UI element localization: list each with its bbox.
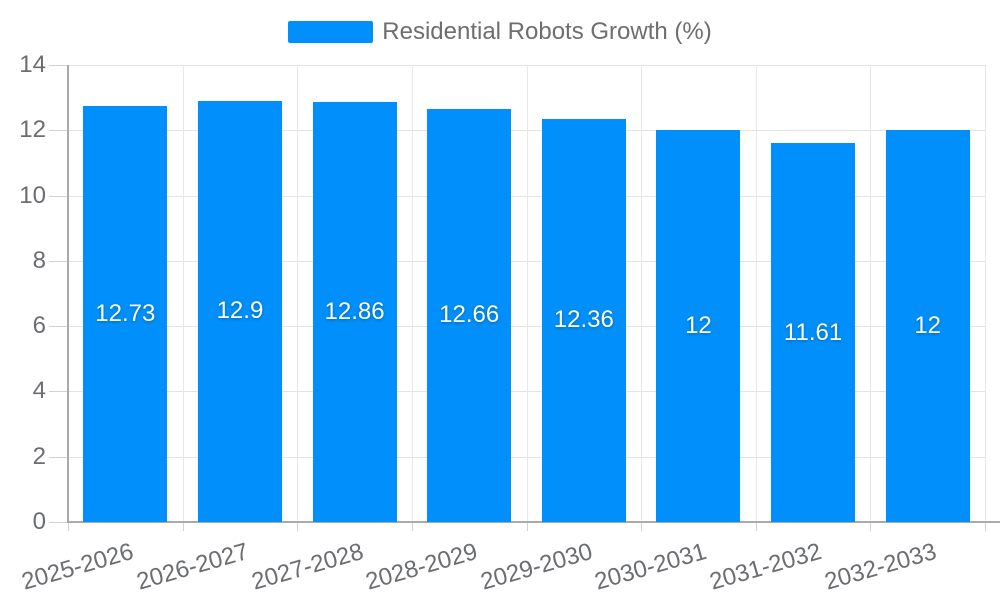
y-axis-tick bbox=[49, 130, 68, 132]
gridline-vertical bbox=[297, 65, 299, 522]
bar[interactable] bbox=[83, 106, 168, 522]
bar[interactable] bbox=[541, 118, 626, 522]
bar-value-label: 12.86 bbox=[324, 298, 385, 326]
x-axis-category-label: 2030-2031 bbox=[592, 538, 710, 596]
y-axis-tick-label: 2 bbox=[32, 442, 46, 470]
gridline-vertical bbox=[182, 65, 184, 522]
x-axis-tick bbox=[755, 522, 757, 531]
bar[interactable] bbox=[656, 130, 741, 522]
gridline-vertical bbox=[526, 65, 528, 522]
x-axis-tick bbox=[68, 522, 69, 531]
y-axis-tick bbox=[49, 456, 68, 458]
bar-value-label: 12 bbox=[685, 312, 712, 340]
y-axis-tick-label: 0 bbox=[32, 508, 46, 535]
y-axis-tick-label: 10 bbox=[19, 181, 46, 209]
gridline-vertical bbox=[870, 65, 872, 522]
y-axis-tick-label: 12 bbox=[19, 116, 46, 144]
y-axis-tick bbox=[49, 260, 68, 262]
y-axis-tick-label: 8 bbox=[32, 246, 46, 274]
x-axis-tick bbox=[641, 522, 643, 531]
bar-value-label: 12.66 bbox=[439, 301, 500, 329]
bar[interactable] bbox=[771, 143, 856, 522]
bar[interactable] bbox=[312, 102, 397, 522]
y-axis-tick bbox=[49, 391, 68, 393]
x-axis-category-label: 2028-2029 bbox=[362, 538, 481, 596]
y-axis-tick-label: 4 bbox=[32, 377, 46, 405]
gridline-vertical bbox=[641, 65, 643, 522]
y-axis-tick bbox=[49, 522, 68, 523]
y-axis-tick bbox=[49, 195, 68, 197]
legend-label: Residential Robots Growth (%) bbox=[382, 18, 712, 45]
x-axis-tick bbox=[182, 522, 184, 531]
x-axis-category-label: 2031-2032 bbox=[706, 538, 825, 596]
legend[interactable]: Residential Robots Growth (%) bbox=[0, 19, 1000, 45]
gridline-vertical bbox=[985, 65, 986, 522]
y-axis-tick-label: 14 bbox=[19, 51, 46, 78]
x-axis-category-label: 2027-2028 bbox=[248, 538, 367, 596]
legend-swatch bbox=[288, 21, 374, 43]
bar[interactable] bbox=[197, 100, 282, 522]
gridline-vertical bbox=[411, 65, 413, 522]
plot-area: 0 2 4 6 8 10 12 14 12.73 2025-2026 12.9 2026-2027 12… bbox=[19, 52, 1000, 596]
gridline-vertical bbox=[755, 65, 757, 522]
x-axis-category-label: 2032-2033 bbox=[821, 538, 940, 596]
bar-value-label: 12.36 bbox=[553, 306, 614, 334]
y-axis-tick bbox=[49, 65, 68, 66]
bar[interactable] bbox=[427, 108, 512, 522]
x-axis-line bbox=[67, 521, 1000, 523]
bar-value-label: 12.9 bbox=[216, 297, 264, 325]
x-axis-category-label: 2029-2030 bbox=[477, 538, 596, 596]
bar[interactable] bbox=[885, 130, 970, 522]
y-axis-tick bbox=[49, 326, 68, 328]
x-axis-category-label: 2025-2026 bbox=[18, 538, 137, 596]
x-axis-tick bbox=[411, 522, 413, 531]
x-axis-category-label: 2026-2027 bbox=[133, 538, 252, 596]
y-axis-line bbox=[67, 65, 69, 523]
bar-value-label: 11.61 bbox=[783, 318, 843, 346]
bar-value-label: 12 bbox=[914, 312, 942, 340]
y-axis-tick-label: 6 bbox=[32, 312, 46, 340]
x-axis-tick bbox=[870, 522, 872, 531]
x-axis-tick bbox=[297, 522, 299, 531]
x-axis-tick bbox=[526, 522, 528, 531]
bar-value-label: 12.73 bbox=[95, 300, 156, 328]
x-axis-tick bbox=[985, 522, 986, 531]
